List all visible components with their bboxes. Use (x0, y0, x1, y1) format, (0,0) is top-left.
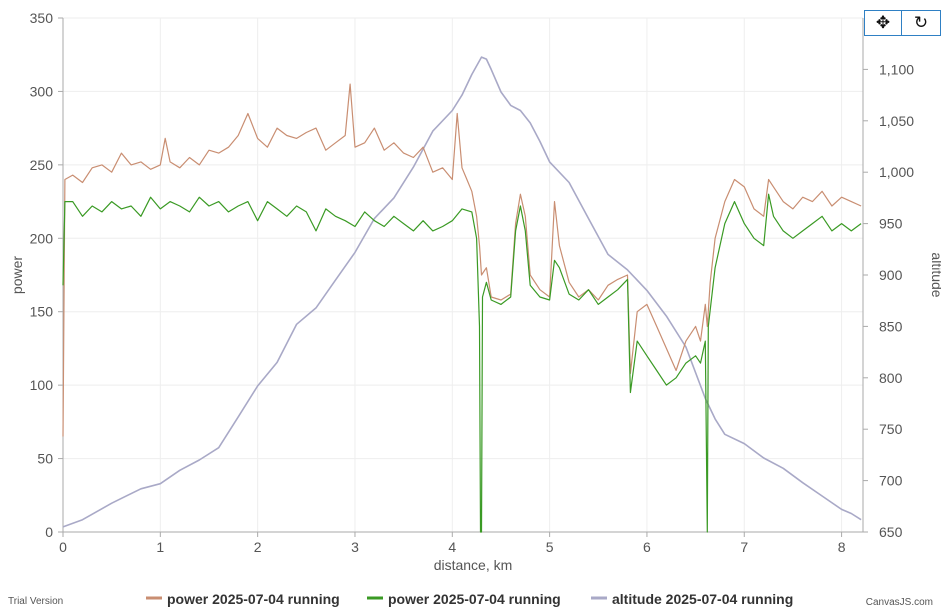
series-line-2 (62, 193, 862, 533)
y2-axis-title: altitude (929, 252, 941, 297)
legend-item-label[interactable]: altitude 2025-07-04 running (612, 591, 793, 607)
move-icon: ✥ (875, 13, 891, 33)
x-tick-label: 8 (838, 539, 846, 555)
y2-tick-label: 850 (879, 318, 903, 334)
x-tick-label: 2 (254, 539, 262, 555)
legend: power 2025-07-04 running power 2025-07-04… (146, 591, 793, 607)
series-line-1 (62, 83, 862, 437)
series-line-3 (62, 56, 862, 528)
x-tick-label: 1 (156, 539, 164, 555)
y2-tick-label: 650 (879, 524, 903, 540)
legend-item-label[interactable]: power 2025-07-04 running (388, 591, 561, 607)
chart-toolbar: ✥ ↻ (864, 10, 941, 36)
y-tick-label: 50 (37, 451, 53, 467)
reset-zoom-button[interactable]: ↻ (902, 10, 941, 36)
trial-version-label: Trial Version (8, 596, 63, 607)
y-tick-label: 200 (30, 230, 54, 246)
x-tick-label: 3 (351, 539, 359, 555)
x-tick-label: 7 (740, 539, 748, 555)
y2-tick-label: 1,100 (879, 61, 914, 77)
x-tick-label: 6 (643, 539, 651, 555)
y-tick-label: 350 (30, 10, 54, 26)
y2-tick-label: 950 (879, 216, 903, 232)
gridlines (62, 17, 863, 532)
reset-icon: ↻ (913, 13, 929, 33)
y2-tick-label: 800 (879, 370, 903, 386)
y-tick-label: 250 (30, 157, 54, 173)
legend-item-label[interactable]: power 2025-07-04 running (167, 591, 340, 607)
y-tick-label: 300 (30, 83, 54, 99)
series-layer (62, 56, 862, 533)
y2-tick-label: 750 (879, 421, 903, 437)
x-tick-label: 4 (448, 539, 456, 555)
y-tick-label: 150 (30, 304, 54, 320)
x-axis-title: distance, km (434, 557, 513, 573)
pan-button[interactable]: ✥ (864, 10, 902, 36)
y2-tick-label: 700 (879, 473, 903, 489)
x-tick-label: 0 (59, 539, 67, 555)
canvasjs-credit-link[interactable]: CanvasJS.com (866, 597, 933, 608)
tick-labels: 0 1 2 3 4 5 6 7 8 0 50 100 150 200 250 300 350 650 700 750 8… (30, 10, 915, 555)
y-axis-title: power (9, 256, 25, 294)
y2-tick-label: 900 (879, 267, 903, 283)
y2-tick-label: 1,000 (879, 164, 914, 180)
y-tick-label: 100 (30, 377, 54, 393)
x-tick-label: 5 (546, 539, 554, 555)
y-tick-label: 0 (45, 524, 53, 540)
y2-tick-label: 1,050 (879, 113, 914, 129)
